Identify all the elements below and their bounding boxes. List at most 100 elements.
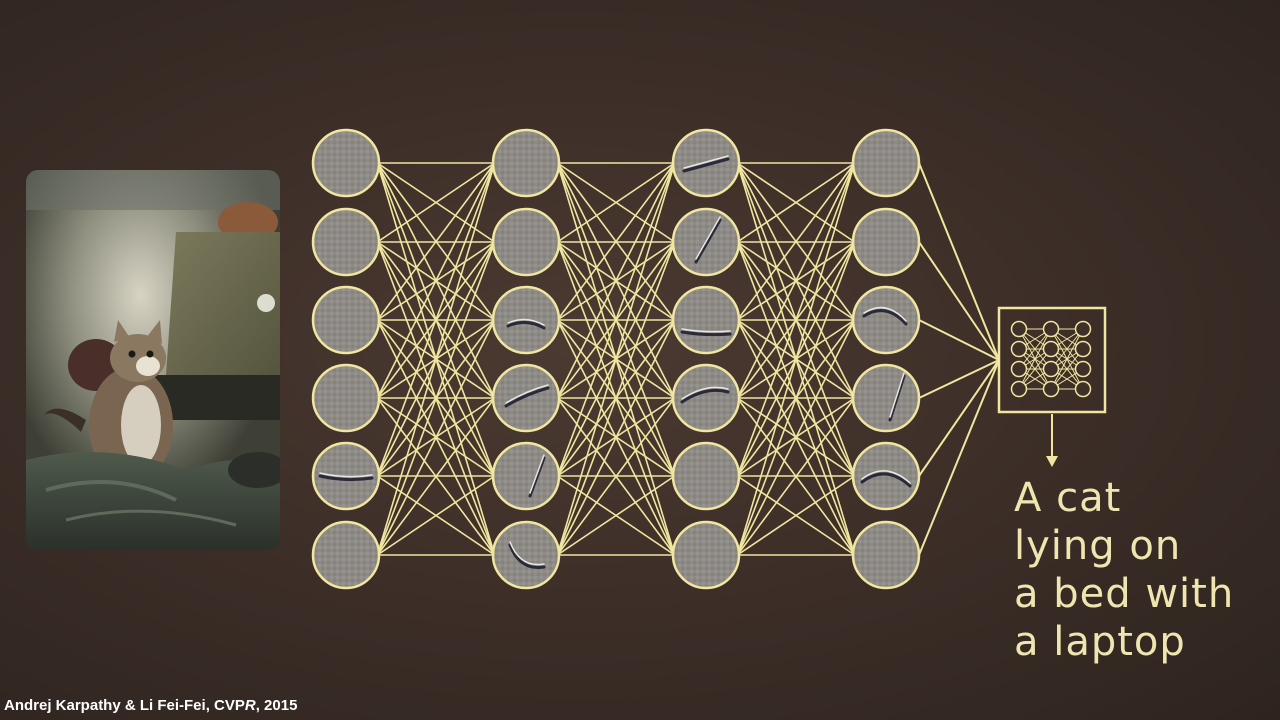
mini-neuron bbox=[1042, 380, 1060, 398]
connection-line bbox=[556, 475, 676, 556]
connection-line bbox=[376, 241, 496, 556]
feature-stroke bbox=[506, 321, 546, 330]
feature-stroke bbox=[682, 157, 730, 173]
mini-neuron bbox=[1074, 360, 1092, 378]
cat-photo-image bbox=[26, 170, 280, 550]
network-neurons bbox=[311, 128, 921, 590]
connection-line bbox=[556, 319, 676, 556]
connection-line bbox=[376, 475, 496, 556]
neuron-layer-4-node-2 bbox=[851, 207, 921, 277]
credit-venue-italic: R bbox=[244, 697, 256, 714]
connection-line bbox=[376, 162, 496, 399]
neuron-circle bbox=[671, 363, 741, 433]
mini-neuron bbox=[1042, 340, 1060, 358]
connection-line bbox=[736, 397, 856, 556]
credit-venue-prefix: CVP bbox=[214, 697, 245, 714]
neuron-circle bbox=[311, 207, 381, 277]
neuron-layer-3-node-5 bbox=[671, 441, 741, 511]
output-connection-line bbox=[918, 162, 1000, 361]
feature-highlight bbox=[695, 216, 721, 260]
connection-line bbox=[376, 162, 496, 321]
feature-highlight bbox=[505, 384, 549, 404]
connection-line bbox=[376, 162, 496, 477]
feature-highlight bbox=[529, 454, 545, 494]
neuron-circle bbox=[851, 207, 921, 277]
neuron-layer-2-node-3 bbox=[491, 285, 561, 355]
connection-line bbox=[736, 241, 856, 556]
feature-highlight bbox=[861, 470, 911, 484]
connection-line bbox=[736, 162, 856, 321]
credit-authors: Andrej Karpathy & Li Fei-Fei, bbox=[4, 697, 215, 714]
neuron-circle bbox=[671, 441, 741, 511]
connection-line bbox=[376, 397, 496, 556]
arrow-head bbox=[1046, 456, 1058, 467]
feature-highlight bbox=[683, 155, 729, 169]
neuron-layer-4-node-5 bbox=[851, 441, 921, 511]
neuron-layer-3-node-2 bbox=[671, 207, 741, 277]
network-connections bbox=[376, 162, 1000, 556]
connection-line bbox=[556, 162, 676, 399]
mini-neuron bbox=[1074, 320, 1092, 338]
neuron-layer-1-node-2 bbox=[311, 207, 381, 277]
neuron-circle bbox=[491, 441, 561, 511]
neuron-layer-2-node-6 bbox=[491, 520, 561, 590]
neuron-layer-1-node-1 bbox=[311, 128, 381, 198]
neuron-circle bbox=[311, 363, 381, 433]
mini-neuron bbox=[1010, 380, 1028, 398]
caption-line-2: lying on bbox=[1014, 523, 1182, 569]
connection-line bbox=[376, 162, 496, 556]
connection-line bbox=[376, 319, 496, 556]
mini-neuron bbox=[1074, 380, 1092, 398]
mini-neuron bbox=[1042, 360, 1060, 378]
caption-line-1: A cat bbox=[1014, 475, 1122, 521]
feature-highlight bbox=[319, 472, 373, 478]
connection-line bbox=[556, 397, 676, 556]
neuron-circle bbox=[851, 520, 921, 590]
neuron-layer-4-node-3 bbox=[851, 285, 921, 355]
output-connection-line bbox=[918, 319, 1000, 361]
neuron-layer-3-node-4 bbox=[671, 363, 741, 433]
connection-line bbox=[556, 162, 676, 243]
mini-neuron bbox=[1010, 360, 1028, 378]
feature-stroke bbox=[680, 330, 732, 337]
connection-line bbox=[736, 475, 856, 556]
generated-caption: A cat lying on a bed with a laptop bbox=[1014, 474, 1234, 666]
neuron-layer-2-node-5 bbox=[491, 441, 561, 511]
feature-stroke bbox=[860, 472, 912, 488]
feature-highlight bbox=[863, 306, 907, 322]
credit-year: , 2015 bbox=[255, 697, 298, 714]
mini-connection bbox=[1050, 348, 1084, 390]
neuron-layer-4-node-4 bbox=[851, 363, 921, 433]
neuron-circle bbox=[311, 285, 381, 355]
connection-line bbox=[556, 241, 676, 556]
feature-highlight bbox=[889, 372, 905, 418]
neuron-circle bbox=[311, 520, 381, 590]
connection-line bbox=[556, 162, 676, 556]
connection-line bbox=[736, 319, 856, 556]
down-arrow-icon bbox=[1046, 414, 1058, 467]
feature-stroke bbox=[318, 474, 374, 482]
feature-highlight bbox=[681, 386, 729, 400]
mini-neuron bbox=[1042, 320, 1060, 338]
neuron-circle bbox=[851, 363, 921, 433]
neuron-circle bbox=[491, 520, 561, 590]
neuron-layer-4-node-6 bbox=[851, 520, 921, 590]
feature-stroke bbox=[528, 456, 546, 498]
neuron-layer-1-node-5 bbox=[311, 441, 381, 511]
feature-stroke bbox=[504, 386, 550, 408]
connection-line bbox=[556, 162, 676, 477]
connection-line bbox=[736, 162, 856, 399]
mini-neuron bbox=[1010, 340, 1028, 358]
feature-stroke bbox=[694, 218, 722, 264]
neuron-circle bbox=[311, 128, 381, 198]
neuron-circle bbox=[851, 441, 921, 511]
cat-photo bbox=[26, 170, 280, 550]
connection-line bbox=[736, 162, 856, 477]
neuron-circle bbox=[491, 207, 561, 277]
mini-connection bbox=[1018, 328, 1052, 390]
feature-stroke bbox=[888, 374, 906, 422]
neuron-circle bbox=[491, 363, 561, 433]
caption-line-4: a laptop bbox=[1014, 619, 1186, 665]
mini-connection bbox=[1050, 328, 1084, 370]
